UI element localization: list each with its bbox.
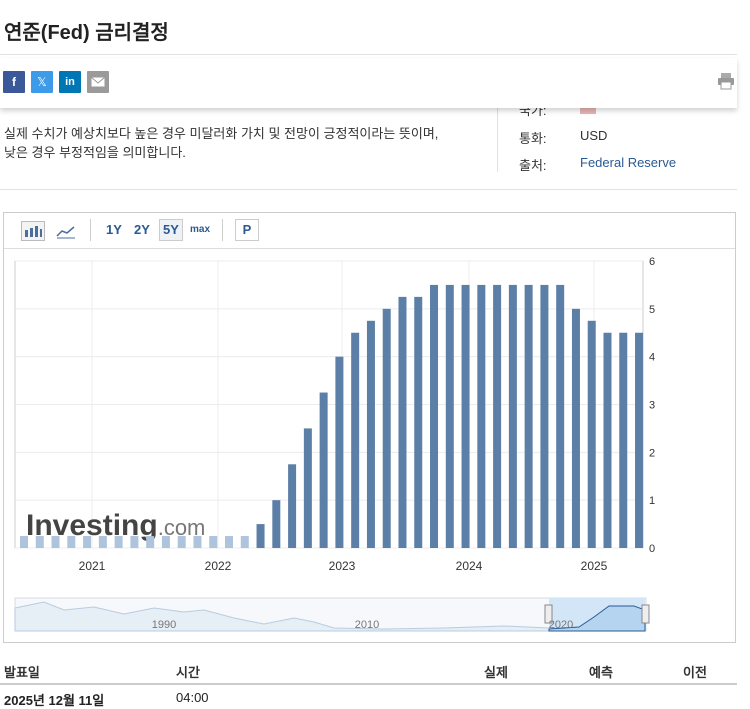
range-2y-button[interactable]: 2Y: [134, 222, 150, 237]
data-bar: [508, 284, 517, 548]
data-bar: [398, 296, 407, 548]
printer-icon[interactable]: [717, 72, 735, 90]
data-bar: [83, 536, 92, 548]
data-bar: [540, 284, 549, 548]
navigator-year-label: 2010: [355, 619, 379, 631]
row-time: 04:00: [176, 690, 209, 705]
chart-panel: 1Y 2Y 5Y max P 0 1 2 3 4 5 6 2021 2022 2023 2024 20…: [3, 212, 736, 643]
data-bar: [366, 320, 375, 548]
data-bar: [51, 536, 60, 548]
data-bar: [177, 536, 186, 548]
data-bar: [619, 332, 628, 548]
data-bar: [319, 392, 328, 548]
data-bar: [430, 284, 439, 548]
currency-value: USD: [580, 128, 608, 143]
divider: [0, 54, 737, 55]
header-forecast: 예측: [589, 665, 613, 680]
data-bar: [225, 536, 234, 548]
navigator-year-label: 2020: [549, 619, 573, 631]
x-tick-label: 2021: [79, 559, 106, 573]
meta-divider: [497, 108, 498, 172]
data-bar: [20, 536, 28, 548]
data-bar: [303, 428, 312, 548]
facebook-share-button[interactable]: f: [3, 71, 25, 93]
toolbar-separator: [90, 219, 91, 241]
navigator-history-area: [14, 601, 550, 632]
data-bar: [288, 464, 297, 548]
header-previous: 이전: [683, 665, 707, 680]
source-label: 출처:: [519, 158, 547, 173]
x-tick-label: 2022: [205, 559, 232, 573]
navigator-selected-line: [548, 605, 646, 632]
x-tick-label: 2025: [581, 559, 608, 573]
range-5y-button[interactable]: 5Y: [159, 219, 183, 241]
line-chart-icon[interactable]: [55, 221, 77, 241]
data-bar: [114, 536, 123, 548]
range-1y-button[interactable]: 1Y: [106, 222, 122, 237]
p-button[interactable]: P: [235, 219, 259, 241]
email-share-button[interactable]: [87, 71, 109, 93]
us-flag-icon: [580, 104, 596, 114]
header-time: 시간: [176, 665, 200, 680]
data-bar: [209, 536, 218, 548]
data-bar: [587, 320, 596, 548]
y-tick-label: 3: [649, 400, 655, 412]
data-bar: [240, 536, 249, 548]
data-bar: [556, 284, 565, 548]
data-bar: [67, 536, 76, 548]
chart-toolbar: 1Y 2Y 5Y max P: [4, 213, 735, 249]
data-bar: [477, 284, 486, 548]
data-bar: [130, 536, 139, 548]
data-bar: [461, 284, 470, 548]
x-tick-label: 2024: [456, 559, 483, 573]
data-bar: [603, 332, 612, 548]
data-bar: [161, 536, 170, 548]
y-tick-label: 2: [649, 447, 655, 459]
envelope-icon: [91, 77, 105, 87]
y-tick-label: 1: [649, 495, 655, 507]
data-bar: [445, 284, 454, 548]
data-bar: [98, 536, 107, 548]
data-bar: [193, 536, 202, 548]
data-bar: [256, 524, 265, 548]
share-bar: f 𝕏 in: [0, 58, 737, 108]
data-bar: [524, 284, 533, 548]
x-tick-label: 2023: [329, 559, 356, 573]
data-bar: [382, 308, 391, 548]
divider: [0, 189, 737, 190]
y-tick-label: 6: [649, 256, 655, 268]
toolbar-separator: [222, 219, 223, 241]
source-link[interactable]: Federal Reserve: [580, 155, 677, 170]
data-bar: [635, 332, 644, 548]
table-header-divider: [0, 683, 737, 685]
header-date: 발표일: [4, 665, 40, 680]
range-max-button[interactable]: max: [189, 224, 210, 235]
data-bar: [272, 500, 281, 548]
row-date: 2025년 12월 11일: [4, 693, 105, 708]
page-title: 연준(Fed) 금리결정: [4, 22, 169, 44]
navigator-year-label: 1990: [152, 619, 176, 631]
header-actual: 실제: [484, 665, 508, 680]
navigator-right-handle[interactable]: [641, 604, 650, 624]
y-tick-label: 4: [649, 352, 655, 364]
data-bar: [414, 296, 423, 548]
currency-label: 통화:: [519, 131, 547, 146]
bar-chart-icon[interactable]: [21, 221, 45, 241]
data-bar: [351, 332, 360, 548]
y-tick-label: 0: [649, 543, 655, 555]
y-tick-label: 5: [649, 304, 655, 316]
navigator-left-handle[interactable]: [544, 604, 553, 624]
data-bar: [35, 536, 44, 548]
description: 실제 수치가 예상치보다 높은 경우 미달러화 가치 및 전망이 긍정적이라는 …: [4, 126, 439, 160]
x-share-button[interactable]: 𝕏: [31, 71, 53, 93]
linkedin-share-button[interactable]: in: [59, 71, 81, 93]
data-bar: [335, 356, 344, 548]
data-bar: [146, 536, 155, 548]
data-bar: [493, 284, 502, 548]
data-bar: [571, 308, 580, 548]
